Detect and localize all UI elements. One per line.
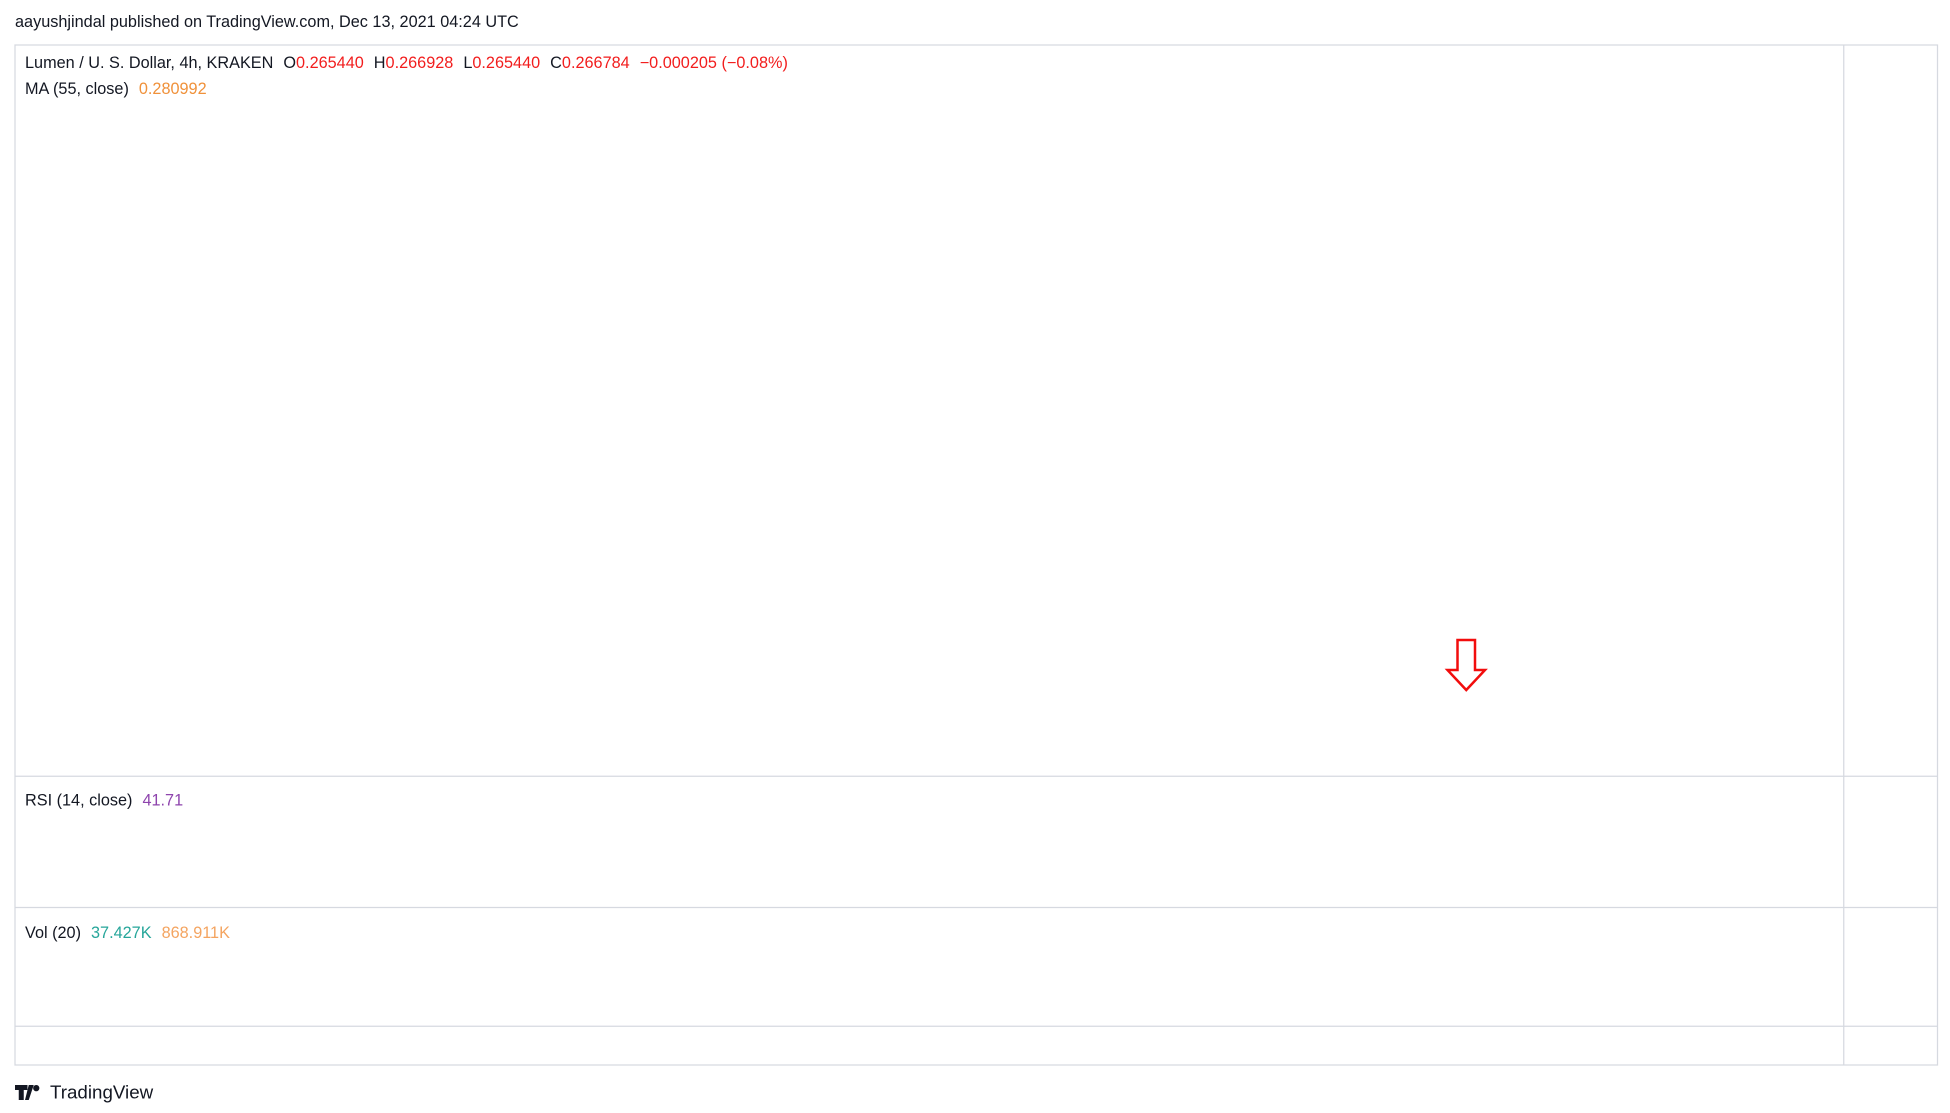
volume-legend: Vol (20) 37.427K 868.911K xyxy=(25,924,230,942)
rsi-legend: RSI (14, close) 41.71 xyxy=(25,792,183,810)
ma-legend: MA (55, close) 0.280992 xyxy=(25,80,207,98)
ohlc-value: 0.266928 xyxy=(386,54,454,72)
volume-name: Vol (20) xyxy=(25,924,81,942)
ohlc-value: 0.266784 xyxy=(562,54,630,72)
symbol-legend: Lumen / U. S. Dollar, 4h, KRAKEN O0.26544… xyxy=(25,54,788,72)
footer-logo xyxy=(15,1085,40,1100)
ohlc-key: C xyxy=(550,54,562,72)
change-value: −0.000205 (−0.08%) xyxy=(640,54,788,72)
ohlc-key: O xyxy=(283,54,296,72)
rsi-name: RSI (14, close) xyxy=(25,792,132,810)
footer-brand: TradingView xyxy=(50,1082,154,1103)
ohlc-key: L xyxy=(463,54,472,72)
ma-value: 0.280992 xyxy=(139,80,207,98)
publisher: aayushjindal published on TradingView.co… xyxy=(15,13,519,31)
rsi-value: 41.71 xyxy=(142,792,183,810)
ohlc-value: 0.265440 xyxy=(296,54,364,72)
logo-mark xyxy=(15,1085,40,1100)
ohlc-value: 0.265440 xyxy=(472,54,540,72)
ma-name: MA (55, close) xyxy=(25,80,129,98)
symbol-name: Lumen / U. S. Dollar, 4h, KRAKEN xyxy=(25,54,273,72)
down-arrow xyxy=(1444,638,1488,692)
volume-ma-value: 868.911K xyxy=(162,924,231,942)
volume-value: 37.427K xyxy=(91,924,152,942)
ohlc-key: H xyxy=(374,54,386,72)
legend: Lumen / U. S. Dollar, 4h, KRAKEN O0.26544… xyxy=(25,54,788,942)
chart-frame xyxy=(14,44,1939,1066)
